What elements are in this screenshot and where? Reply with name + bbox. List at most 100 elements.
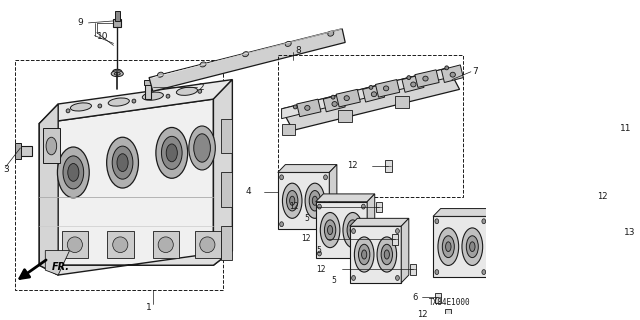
Ellipse shape [280,175,284,180]
Ellipse shape [324,175,328,180]
Text: 4: 4 [246,188,252,196]
Polygon shape [330,164,337,229]
Text: 9: 9 [77,18,83,28]
Polygon shape [39,80,232,124]
Ellipse shape [189,126,215,170]
Text: TX84E1000: TX84E1000 [429,298,471,307]
Ellipse shape [63,156,84,189]
Polygon shape [39,99,213,265]
Ellipse shape [67,237,83,252]
Polygon shape [363,84,385,102]
Ellipse shape [435,270,439,275]
Ellipse shape [200,62,206,67]
Ellipse shape [66,109,70,113]
Ellipse shape [351,276,355,280]
Bar [445,309,451,320]
Polygon shape [39,251,232,275]
Ellipse shape [98,104,102,108]
Bar [62,231,88,259]
Ellipse shape [194,134,211,162]
Ellipse shape [317,251,321,256]
Ellipse shape [58,147,89,198]
Bar [604,226,611,234]
Text: 8: 8 [295,46,301,55]
Ellipse shape [423,76,428,81]
Ellipse shape [383,86,388,91]
Bar [575,191,582,204]
Bar [115,11,120,21]
Polygon shape [367,194,375,259]
Ellipse shape [287,190,298,211]
Ellipse shape [200,237,215,252]
Ellipse shape [407,76,411,80]
Ellipse shape [113,69,122,74]
Ellipse shape [305,183,324,218]
Polygon shape [213,80,232,265]
Polygon shape [433,209,495,216]
Polygon shape [488,209,495,277]
Bar [221,172,232,207]
Ellipse shape [445,66,449,70]
Ellipse shape [396,276,399,280]
Bar [385,160,392,172]
Text: 3: 3 [3,165,9,174]
Bar [113,19,121,27]
Ellipse shape [243,52,248,57]
Text: 5: 5 [316,246,321,255]
Ellipse shape [46,137,57,155]
Ellipse shape [462,228,483,266]
Ellipse shape [166,94,170,98]
Ellipse shape [381,244,392,265]
Text: 2: 2 [198,83,204,92]
Text: 12: 12 [347,161,357,170]
Ellipse shape [411,82,416,87]
Ellipse shape [482,219,486,224]
Text: 5: 5 [332,276,336,285]
Bar [339,110,352,122]
Bar [153,231,179,259]
Polygon shape [376,80,400,97]
Polygon shape [316,194,375,202]
Ellipse shape [132,99,136,103]
Bar [395,96,409,108]
Bar [598,87,605,101]
Text: 6: 6 [413,293,418,302]
Ellipse shape [280,222,284,227]
Polygon shape [442,65,463,83]
Text: 10: 10 [97,32,108,41]
Bar [15,60,223,290]
Ellipse shape [108,98,129,106]
Ellipse shape [350,226,355,235]
Ellipse shape [450,72,456,77]
Polygon shape [278,164,337,172]
Ellipse shape [331,95,335,99]
Text: 5: 5 [305,214,310,223]
Ellipse shape [142,92,163,100]
Ellipse shape [344,96,349,100]
Polygon shape [349,218,409,226]
Ellipse shape [324,220,336,240]
Polygon shape [297,99,321,117]
Text: FR.: FR. [51,262,69,272]
Ellipse shape [371,92,376,97]
Ellipse shape [111,71,124,76]
Ellipse shape [282,183,302,218]
Ellipse shape [470,242,475,252]
Ellipse shape [467,236,478,258]
Bar [435,292,440,303]
Ellipse shape [328,31,334,36]
Bar [410,264,415,275]
Polygon shape [45,251,70,275]
Ellipse shape [157,72,163,77]
Text: 1: 1 [146,303,152,312]
Text: 12: 12 [289,202,299,211]
Ellipse shape [332,101,337,107]
Bar [195,231,221,259]
Ellipse shape [328,226,333,235]
Polygon shape [401,218,409,283]
Ellipse shape [309,190,321,211]
Bar [43,128,60,163]
Ellipse shape [117,154,128,172]
Ellipse shape [438,228,459,266]
Ellipse shape [70,103,92,111]
